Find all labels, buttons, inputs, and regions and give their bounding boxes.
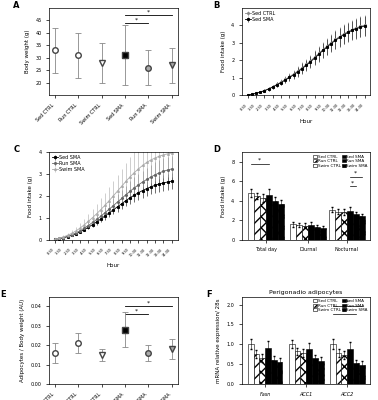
Bar <box>306 349 312 384</box>
Bar <box>294 352 301 384</box>
Bar <box>272 201 278 240</box>
Y-axis label: Food intake (g): Food intake (g) <box>28 175 33 217</box>
Text: *: * <box>147 300 150 305</box>
Bar <box>254 196 260 240</box>
Text: *: * <box>343 308 346 313</box>
Legend: Sed CTRL, Sed SMA: Sed CTRL, Sed SMA <box>244 10 276 22</box>
Text: C: C <box>13 145 19 154</box>
Bar <box>277 362 282 384</box>
Text: E: E <box>0 290 6 298</box>
Bar <box>296 225 302 240</box>
Bar <box>259 358 265 384</box>
Bar <box>335 212 341 240</box>
Bar <box>301 353 306 384</box>
Bar <box>248 344 254 384</box>
Text: B: B <box>214 1 220 10</box>
Bar <box>328 210 335 240</box>
Bar <box>314 227 321 240</box>
Text: *: * <box>258 158 261 163</box>
Legend: Sed CTRL, Run CTRL, Swim CTRL, Sed SMA, Run SMA, Swim SMA: Sed CTRL, Run CTRL, Swim CTRL, Sed SMA, … <box>313 154 368 168</box>
Text: A: A <box>13 1 20 10</box>
Bar <box>265 348 271 384</box>
Bar <box>302 226 308 240</box>
Text: D: D <box>214 145 221 154</box>
Y-axis label: Food intake (g): Food intake (g) <box>221 175 226 217</box>
Text: *: * <box>345 300 349 305</box>
Text: F: F <box>206 290 212 298</box>
Bar <box>308 225 314 240</box>
Bar <box>278 204 284 240</box>
Y-axis label: Body weight (g): Body weight (g) <box>25 30 30 74</box>
Y-axis label: mRNA relative expression/ 28s: mRNA relative expression/ 28s <box>216 298 221 382</box>
Bar <box>341 212 347 240</box>
Legend: Sed SMA, Run SMA, Swim SMA: Sed SMA, Run SMA, Swim SMA <box>51 155 85 173</box>
Bar <box>336 353 341 384</box>
Bar <box>347 349 353 384</box>
Bar <box>312 358 318 384</box>
Bar <box>318 361 324 384</box>
Bar <box>353 363 359 384</box>
Legend: Sed CTRL, Run CTRL, Swim CTRL, Sed SMA, Run SMA, Swim SMA: Sed CTRL, Run CTRL, Swim CTRL, Sed SMA, … <box>313 299 368 313</box>
Bar <box>347 210 353 240</box>
Bar <box>359 365 365 384</box>
X-axis label: Hour: Hour <box>107 263 120 268</box>
Y-axis label: Adipocytes / Body weight (AU): Adipocytes / Body weight (AU) <box>20 299 25 382</box>
Bar <box>290 224 296 240</box>
Bar <box>330 344 336 384</box>
Bar <box>260 198 266 240</box>
Title: Perigonadio adipocytes: Perigonadio adipocytes <box>270 290 343 296</box>
Bar <box>353 214 359 240</box>
Bar <box>254 354 259 384</box>
Text: *: * <box>351 180 354 185</box>
Text: *: * <box>147 10 150 15</box>
Text: *: * <box>354 170 357 176</box>
Bar <box>271 360 277 384</box>
Bar <box>359 216 365 240</box>
Bar <box>341 355 347 384</box>
Bar <box>289 344 294 384</box>
Text: *: * <box>135 308 138 313</box>
Text: *: * <box>135 17 138 22</box>
Bar <box>248 193 254 240</box>
Bar <box>266 195 272 240</box>
Y-axis label: Food intake (g): Food intake (g) <box>221 31 226 72</box>
Bar <box>321 228 326 240</box>
X-axis label: Hour: Hour <box>299 119 313 124</box>
